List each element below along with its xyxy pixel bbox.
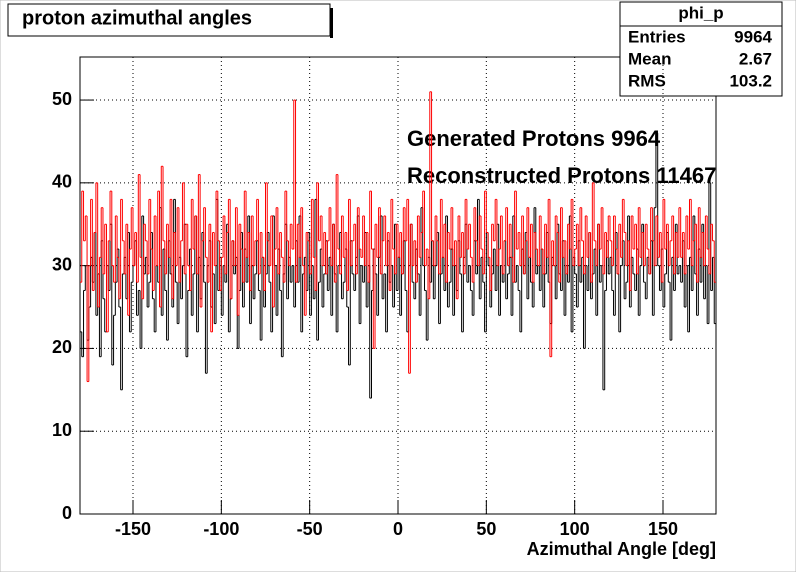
x-tick-label: -100 — [203, 519, 239, 539]
title-shadow — [330, 8, 333, 38]
chart-title: proton azimuthal angles — [22, 7, 252, 29]
legend-text: Reconstructed Protons 11467 — [407, 163, 716, 188]
stats-label: Mean — [628, 49, 671, 68]
x-tick-label: 100 — [560, 519, 590, 539]
stats-box — [619, 1, 783, 97]
y-tick-label: 30 — [52, 254, 72, 274]
x-tick-label: -150 — [115, 519, 151, 539]
y-tick-label: 10 — [52, 420, 72, 440]
y-tick-label: 50 — [52, 89, 72, 109]
title-box — [7, 3, 331, 37]
stats-value: 103.2 — [729, 71, 772, 90]
x-tick-label: 150 — [648, 519, 678, 539]
stats-label: RMS — [628, 71, 666, 90]
x-tick-label: 50 — [476, 519, 496, 539]
stats-value: 2.67 — [739, 49, 772, 68]
stats-value: 9964 — [734, 27, 772, 46]
stats-label: Entries — [628, 27, 686, 46]
y-tick-label: 20 — [52, 337, 72, 357]
stats-title: phi_p — [678, 3, 723, 22]
y-tick-label: 40 — [52, 172, 72, 192]
x-tick-label: 0 — [393, 519, 403, 539]
x-tick-label: -50 — [297, 519, 323, 539]
legend-text: Generated Protons 9964 — [407, 126, 661, 151]
y-tick-label: 0 — [62, 503, 72, 523]
x-axis-title: Azimuthal Angle [deg] — [527, 539, 716, 559]
